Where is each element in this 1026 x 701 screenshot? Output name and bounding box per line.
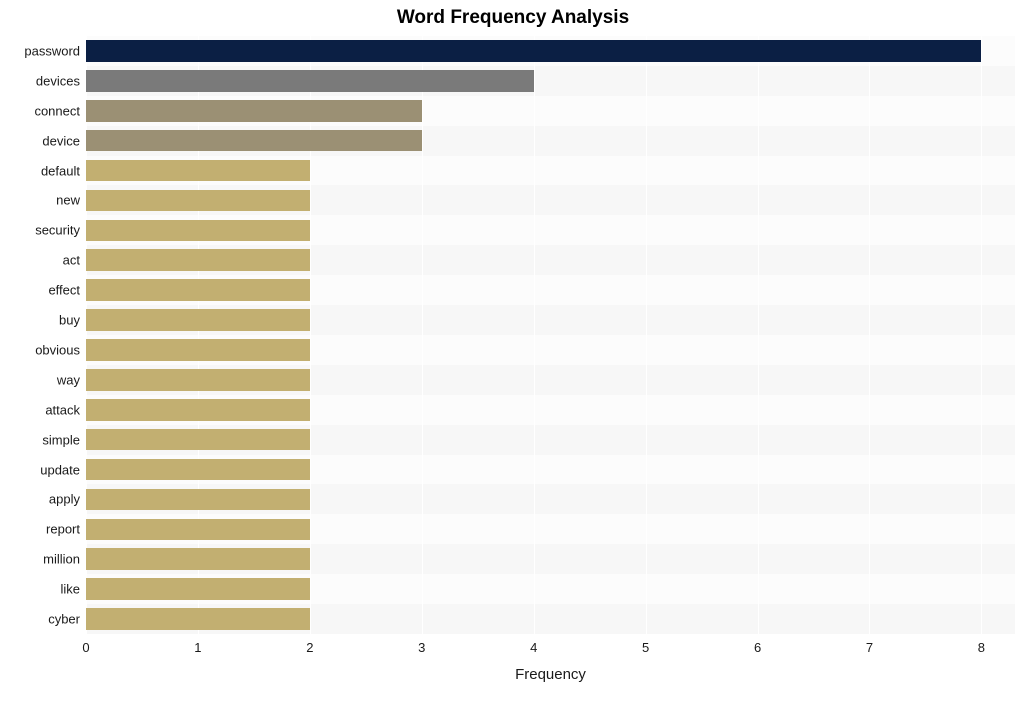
bar xyxy=(86,548,310,570)
y-tick-label: attack xyxy=(45,402,80,417)
x-tick-label: 2 xyxy=(306,640,313,655)
bar xyxy=(86,369,310,391)
y-tick-label: report xyxy=(46,522,80,537)
bar xyxy=(86,608,310,630)
x-tick-label: 1 xyxy=(194,640,201,655)
y-tick-label: simple xyxy=(42,432,80,447)
x-tick-label: 4 xyxy=(530,640,537,655)
bar xyxy=(86,249,310,271)
y-tick-label: effect xyxy=(48,283,80,298)
plot-area: Frequency passworddevicesconnectdevicede… xyxy=(86,36,1015,634)
bar xyxy=(86,279,310,301)
bar xyxy=(86,100,422,122)
x-tick-label: 5 xyxy=(642,640,649,655)
bar xyxy=(86,459,310,481)
x-tick-label: 3 xyxy=(418,640,425,655)
y-tick-label: million xyxy=(43,552,80,567)
bar xyxy=(86,40,981,62)
y-tick-label: devices xyxy=(36,73,80,88)
y-tick-label: buy xyxy=(59,313,80,328)
y-tick-label: default xyxy=(41,163,80,178)
y-tick-label: password xyxy=(24,43,80,58)
y-tick-label: update xyxy=(40,462,80,477)
y-tick-label: apply xyxy=(49,492,80,507)
bar xyxy=(86,220,310,242)
y-tick-label: new xyxy=(56,193,80,208)
x-axis-label: Frequency xyxy=(86,666,1015,683)
word-frequency-chart: Word Frequency Analysis Frequency passwo… xyxy=(0,0,1026,701)
y-tick-label: obvious xyxy=(35,342,80,357)
x-tick-label: 6 xyxy=(754,640,761,655)
bar xyxy=(86,399,310,421)
bar xyxy=(86,130,422,152)
bar xyxy=(86,339,310,361)
bar xyxy=(86,160,310,182)
y-tick-label: connect xyxy=(34,103,80,118)
y-tick-label: way xyxy=(57,372,80,387)
y-tick-label: like xyxy=(60,582,80,597)
bar xyxy=(86,578,310,600)
x-tick-label: 0 xyxy=(82,640,89,655)
x-tick-label: 7 xyxy=(866,640,873,655)
bar xyxy=(86,190,310,212)
bar xyxy=(86,429,310,451)
y-tick-label: device xyxy=(42,133,80,148)
bar xyxy=(86,519,310,541)
y-tick-label: cyber xyxy=(48,612,80,627)
x-tick-label: 8 xyxy=(978,640,985,655)
y-tick-label: security xyxy=(35,223,80,238)
chart-title: Word Frequency Analysis xyxy=(0,7,1026,29)
bar xyxy=(86,309,310,331)
bar xyxy=(86,70,534,92)
bar xyxy=(86,489,310,511)
y-tick-label: act xyxy=(63,253,80,268)
